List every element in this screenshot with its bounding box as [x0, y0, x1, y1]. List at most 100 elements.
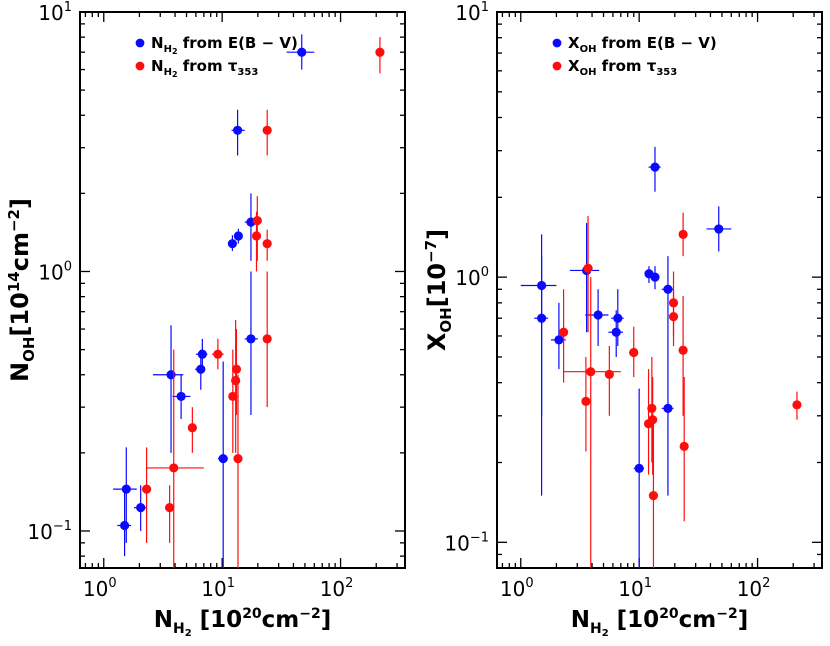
x-tick-label-base: 10 — [500, 577, 525, 601]
data-point-blue — [218, 454, 228, 464]
y-tick-label-exp: −1 — [53, 519, 72, 534]
data-point-blue — [297, 47, 307, 57]
data-point-blue — [650, 162, 660, 172]
data-point-red — [252, 216, 262, 226]
x-tick-label-exp: 1 — [644, 576, 652, 591]
data-point-red — [678, 345, 688, 355]
x-tick-label: 102 — [737, 576, 771, 601]
legend-quantity: N — [151, 57, 164, 75]
y-tick-label-exp: −1 — [470, 530, 489, 545]
y-tick-label-exp: 0 — [64, 259, 72, 274]
data-point-red — [231, 375, 241, 386]
data-point-blue — [593, 310, 603, 320]
x-axis-label-sub: H — [590, 621, 602, 637]
data-point-blue — [197, 349, 207, 359]
plot-frame — [496, 11, 823, 569]
data-point-red — [262, 334, 272, 344]
y-axis-label-main: N — [6, 362, 34, 382]
x-axis-label-unit: [10 — [192, 607, 243, 633]
data-point-red — [251, 231, 262, 241]
data-point-blue — [136, 503, 146, 513]
y-tick-label: 10−1 — [444, 530, 489, 555]
x-tick-label-exp: 1 — [227, 576, 235, 591]
data-layer — [520, 146, 802, 568]
data-point-red — [668, 311, 679, 322]
x-tick-label-base: 10 — [618, 577, 643, 601]
data-point-red — [165, 503, 175, 513]
x-axis-label-unit2: cm — [262, 607, 300, 633]
x-axis-label-main: N — [571, 607, 590, 633]
data-point-blue — [227, 239, 237, 249]
y-tick-label-exp: 0 — [481, 265, 489, 280]
data-point-red — [586, 367, 596, 377]
legend-subsub: 2 — [172, 47, 178, 56]
x-tick-label-exp: 0 — [525, 576, 533, 591]
data-point-red — [169, 463, 179, 473]
legend-sub: H — [164, 67, 172, 78]
legend-source: from τ — [596, 57, 656, 75]
y-axis-label-close: ] — [423, 229, 451, 240]
legend-source-sub: 353 — [237, 67, 258, 78]
data-point-red — [583, 263, 593, 273]
y-axis-label-sub: OH — [20, 337, 38, 362]
y-tick-label: 100 — [38, 259, 72, 284]
x-tick-label-base: 10 — [201, 577, 226, 601]
data-point-red — [792, 400, 802, 410]
x-axis-label-exp2: −2 — [299, 606, 320, 622]
x-tick-label-base: 10 — [737, 577, 762, 601]
data-point-blue — [246, 334, 256, 344]
x-axis-label-subsub: 2 — [185, 628, 192, 639]
data-point-red — [647, 403, 657, 413]
x-axis-label-sub: H — [173, 621, 185, 637]
data-point-blue — [537, 313, 547, 323]
y-tick-label-base: 10 — [444, 531, 469, 555]
x-axis-label-main: N — [154, 607, 173, 633]
data-point-blue — [634, 463, 644, 473]
y-tick-label-base: 10 — [455, 266, 480, 290]
data-point-blue — [176, 391, 186, 402]
data-point-blue — [120, 520, 130, 531]
legend-quantity: X — [568, 57, 580, 75]
data-point-blue — [650, 272, 660, 282]
data-point-red — [648, 415, 658, 425]
legend-source: from E(B − V) — [596, 34, 716, 52]
data-point-red — [213, 349, 223, 359]
legend-label: NH2 from E(B − V) — [151, 34, 298, 56]
y-tick-label-base: 10 — [38, 1, 63, 25]
x-axis-label-unit: [10 — [609, 607, 660, 633]
x-axis-label-unit2: cm — [679, 607, 717, 633]
x-axis-label-exp: 20 — [242, 606, 262, 622]
legend-source-sub: 353 — [656, 67, 677, 78]
data-point-red — [141, 484, 152, 494]
x-tick-label: 101 — [618, 576, 652, 601]
data-point-blue — [233, 125, 243, 135]
data-point-red — [231, 364, 242, 374]
legend-subsub: 2 — [172, 70, 178, 79]
legend-source: from E(B − V) — [178, 34, 298, 52]
x-axis-label: NH2 [1020cm−2] — [154, 606, 332, 639]
legend-sub: OH — [580, 67, 597, 78]
legend-label: XOH from τ353 — [568, 57, 677, 78]
y-tick-label: 10−1 — [27, 519, 72, 544]
x-tick-label: 100 — [500, 576, 534, 601]
x-axis-label: NH2 [1020cm−2] — [571, 606, 749, 639]
x-axis-label-subsub: 2 — [602, 628, 609, 639]
data-point-blue — [196, 364, 206, 374]
data-point-blue — [121, 484, 131, 494]
data-point-blue — [714, 224, 724, 234]
data-point-red — [648, 491, 659, 501]
x-axis-label-exp: 20 — [659, 606, 679, 622]
x-tick-label-exp: 0 — [108, 576, 116, 591]
data-point-red — [581, 396, 591, 406]
y-axis-label-unit: [10 — [423, 263, 451, 307]
y-tick-label-base: 10 — [38, 260, 63, 284]
y-axis-label-exp: 14 — [5, 271, 23, 292]
x-axis-label-close: ] — [321, 607, 332, 633]
y-axis-label-main: X — [423, 332, 451, 351]
data-layer — [113, 34, 385, 568]
data-point-blue — [233, 231, 243, 241]
y-axis-label-exp: −7 — [422, 240, 440, 263]
